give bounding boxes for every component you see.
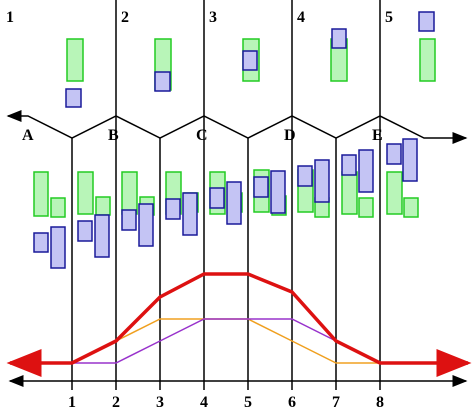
blue-box (65, 88, 82, 108)
blue-box (341, 154, 357, 176)
axis-label: 8 (376, 394, 384, 411)
axis-label: 4 (200, 394, 208, 411)
stage-label: B (108, 127, 119, 144)
blue-box (418, 11, 435, 32)
blue-box (331, 28, 347, 49)
green-box (403, 197, 419, 218)
blue-box (209, 187, 225, 209)
column-label: 1 (6, 9, 14, 26)
green-box (386, 171, 403, 215)
blue-box (226, 181, 242, 225)
blue-box (242, 50, 258, 71)
blue-box (33, 232, 49, 253)
axis-label: 6 (288, 394, 296, 411)
axis-label-group: 1 2 3 4 5 6 7 8 (68, 394, 384, 411)
blue-box (138, 203, 154, 247)
blue-box (50, 226, 66, 269)
stage-label: C (196, 127, 208, 144)
blue-box (165, 198, 181, 220)
blue-box (314, 159, 330, 203)
middle-box-group (33, 138, 419, 269)
stage-label: E (372, 127, 383, 144)
blue-box (297, 165, 313, 187)
green-box (95, 196, 111, 216)
axis-label: 2 (112, 394, 120, 411)
green-box (419, 38, 436, 82)
top-box-group (65, 11, 436, 108)
blue-box (358, 149, 374, 193)
blue-box (386, 143, 402, 165)
axis-label: 5 (244, 394, 252, 411)
green-box (50, 197, 66, 218)
column-divider-lines (115, 0, 381, 116)
axis-label: 7 (332, 394, 340, 411)
stage-label: A (22, 127, 34, 144)
blue-box (94, 214, 110, 258)
green-box (33, 171, 49, 217)
green-box (66, 38, 84, 82)
blue-box (182, 192, 198, 236)
column-label: 4 (297, 9, 305, 26)
column-label: 2 (121, 9, 129, 26)
blue-box (270, 170, 286, 214)
green-box (77, 171, 94, 215)
axis-label: 3 (156, 394, 164, 411)
blue-box (77, 220, 93, 242)
stage-label: D (284, 127, 296, 144)
branch-zigzag-line (6, 110, 468, 144)
green-box (341, 171, 358, 215)
blue-box (402, 138, 418, 182)
blue-box (121, 209, 137, 231)
blue-box (253, 176, 269, 198)
axis-label: 1 (68, 394, 76, 411)
column-label: 3 (209, 9, 217, 26)
red-curve (6, 272, 472, 377)
green-box (358, 197, 374, 218)
green-box (121, 171, 138, 215)
column-label: 5 (385, 9, 393, 26)
axis-vertical-lines (71, 116, 381, 390)
blue-box (154, 71, 171, 92)
